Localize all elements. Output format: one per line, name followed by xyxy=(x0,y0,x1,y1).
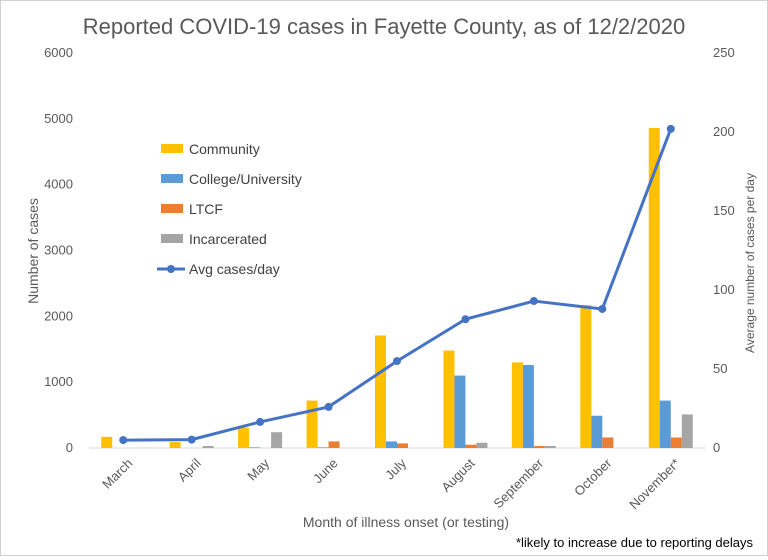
x-tick-label: June xyxy=(310,456,341,487)
legend-swatch xyxy=(161,174,183,183)
x-tick-label: March xyxy=(99,456,135,492)
secondary-y-tick-label: 200 xyxy=(713,124,735,139)
bar-incarcerated xyxy=(271,432,283,448)
secondary-y-tick-label: 50 xyxy=(713,361,727,376)
x-tick-label: July xyxy=(382,455,409,482)
bar-community xyxy=(580,305,592,448)
legend: Community College/University LTCF Incarcera… xyxy=(157,141,302,277)
bar-community xyxy=(101,436,113,448)
y-axis-label: Number of cases xyxy=(25,198,41,304)
bar-community xyxy=(169,442,181,448)
avg-cases-point xyxy=(393,357,401,366)
legend-label: Community xyxy=(189,141,260,157)
bar-community xyxy=(648,128,660,449)
y-tick-label: 6000 xyxy=(44,45,73,60)
secondary-y-tick-label: 150 xyxy=(713,203,735,218)
bar-college-university xyxy=(317,447,329,448)
avg-cases-point xyxy=(461,315,470,324)
secondary-y-axis-ticks: 0 50 100 150 200 250 xyxy=(713,45,735,455)
x-tick-label: October xyxy=(571,455,615,499)
bar-community xyxy=(511,362,523,448)
avg-cases-point xyxy=(324,402,333,411)
y-tick-label: 2000 xyxy=(44,308,73,323)
legend-swatch xyxy=(161,204,183,213)
legend-swatch xyxy=(161,234,183,243)
bar-incarcerated xyxy=(476,442,488,448)
footnote: *likely to increase due to reporting del… xyxy=(516,535,754,550)
bar-college-university xyxy=(249,447,261,448)
legend-label: Avg cases/day xyxy=(189,261,280,277)
x-tick-label: May xyxy=(244,455,272,483)
x-tick-label: September xyxy=(490,455,546,511)
avg-cases-point xyxy=(598,304,607,313)
x-tick-label: April xyxy=(175,455,204,484)
secondary-y-tick-label: 250 xyxy=(713,45,735,60)
x-tick-label: August xyxy=(438,455,477,494)
legend-label: Incarcerated xyxy=(189,231,267,247)
y-tick-label: 0 xyxy=(66,440,73,455)
avg-cases-point xyxy=(529,297,538,306)
bar-incarcerated xyxy=(681,414,693,448)
legend-swatch xyxy=(161,144,183,153)
bar-ltcf xyxy=(328,441,340,448)
y-tick-label: 5000 xyxy=(44,111,73,126)
y-tick-label: 4000 xyxy=(44,177,73,192)
secondary-y-tick-label: 100 xyxy=(713,282,735,297)
bar-community xyxy=(306,400,318,448)
secondary-y-axis-label: Average number of cases per day xyxy=(743,173,757,353)
y-tick-label: 3000 xyxy=(44,243,73,258)
bar-ltcf xyxy=(465,444,477,448)
bar-incarcerated xyxy=(202,446,214,448)
bar-ltcf xyxy=(602,437,614,448)
avg-cases-point xyxy=(119,436,128,445)
legend-line-marker xyxy=(167,265,175,273)
avg-cases-line xyxy=(119,124,675,445)
y-axis-ticks: 0 1000 2000 3000 4000 5000 6000 xyxy=(44,45,73,455)
bar-incarcerated xyxy=(544,446,556,448)
bar-community xyxy=(375,335,386,448)
avg-cases-point xyxy=(256,417,265,426)
y-tick-label: 1000 xyxy=(44,374,73,389)
avg-cases-point xyxy=(187,435,196,444)
chart-title: Reported COVID-19 cases in Fayette Count… xyxy=(83,14,685,39)
bar-ltcf xyxy=(533,446,545,448)
bar-college-university xyxy=(591,415,603,448)
bars xyxy=(101,128,693,449)
bar-college-university xyxy=(522,365,534,448)
x-axis-label: Month of illness onset (or testing) xyxy=(303,514,509,530)
x-tick-label: November* xyxy=(626,456,683,513)
bar-community xyxy=(443,350,455,448)
bar-college-university xyxy=(659,400,671,448)
avg-cases-point xyxy=(666,124,675,133)
bar-ltcf xyxy=(397,443,408,448)
secondary-y-tick-label: 0 xyxy=(713,440,720,455)
bar-community xyxy=(238,427,250,448)
bar-college-university xyxy=(386,441,397,448)
bar-college-university xyxy=(454,375,466,448)
legend-label: LTCF xyxy=(189,201,223,217)
x-axis-ticks: March April May June July August September Octo… xyxy=(99,455,683,512)
bar-ltcf xyxy=(670,437,682,448)
legend-label: College/University xyxy=(189,171,302,187)
